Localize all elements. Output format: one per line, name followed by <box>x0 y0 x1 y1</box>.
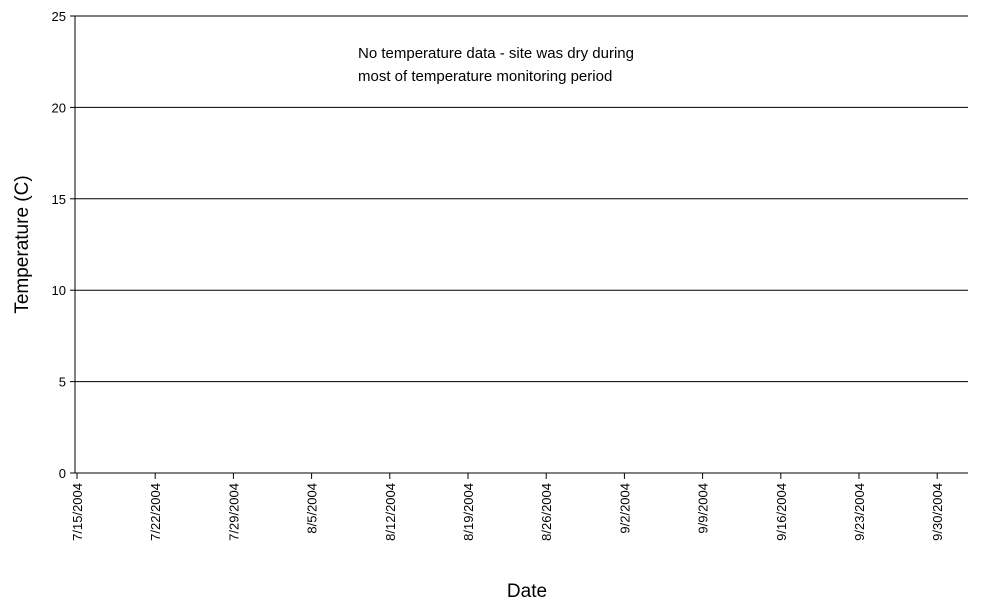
y-tick-label: 5 <box>59 375 66 390</box>
gridlines <box>75 15 968 383</box>
y-tick-label: 0 <box>59 466 66 481</box>
x-tick-label: 8/19/2004 <box>461 483 476 541</box>
y-axis-title: Temperature (C) <box>12 175 33 313</box>
y-tick-label: 10 <box>52 283 66 298</box>
y-tick-label: 20 <box>52 100 66 115</box>
x-tick-label: 9/9/2004 <box>696 483 711 534</box>
x-tick-label: 9/2/2004 <box>617 483 632 534</box>
y-axis-ticks: 0 5 10 15 20 25 <box>52 9 75 481</box>
y-tick-label: 15 <box>52 192 66 207</box>
x-tick-label: 7/29/2004 <box>226 483 241 541</box>
x-tick-label: 8/26/2004 <box>539 483 554 541</box>
x-tick-label: 8/5/2004 <box>305 483 320 534</box>
x-axis-ticks: 7/15/2004 7/22/2004 7/29/2004 8/5/2004 8/12/… <box>70 473 945 541</box>
x-tick-label: 9/16/2004 <box>774 483 789 541</box>
x-tick-label: 7/22/2004 <box>148 483 163 541</box>
y-tick-label: 25 <box>52 9 66 24</box>
annotation-line-1: No temperature data - site was dry durin… <box>358 45 634 62</box>
x-tick-label: 8/12/2004 <box>383 483 398 541</box>
x-tick-label: 9/30/2004 <box>930 483 945 541</box>
x-tick-label: 9/23/2004 <box>852 483 867 541</box>
x-axis-title: Date <box>507 581 547 602</box>
x-tick-label: 7/15/2004 <box>70 483 85 541</box>
annotation-line-2: most of temperature monitoring period <box>358 68 612 85</box>
